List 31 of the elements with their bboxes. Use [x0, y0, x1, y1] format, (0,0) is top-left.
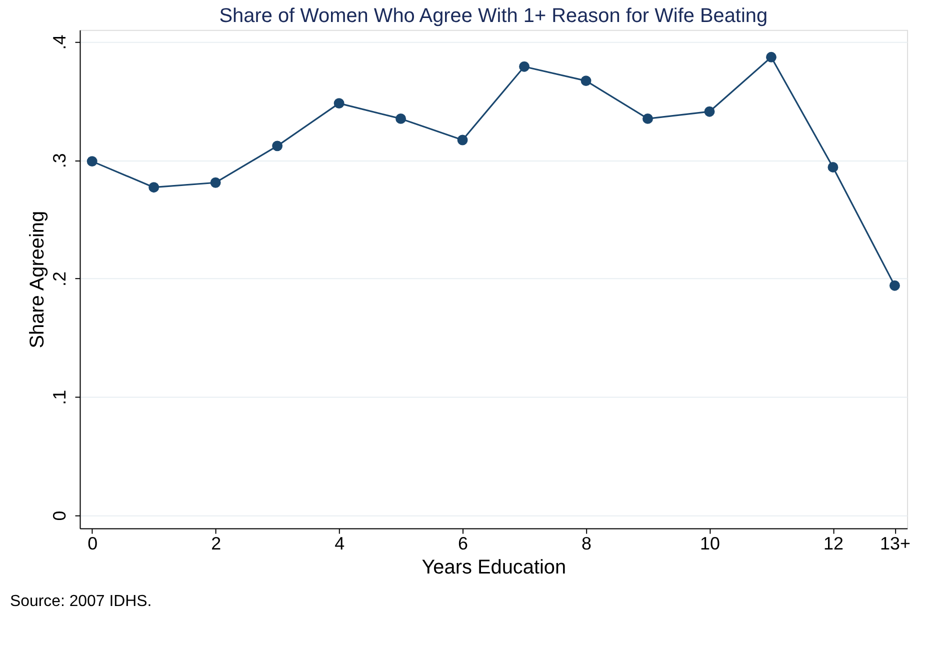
y-tick-label: .1 — [49, 390, 70, 405]
point — [210, 177, 221, 188]
x-tick-label: 2 — [211, 534, 222, 554]
point — [519, 61, 530, 72]
point — [86, 156, 98, 167]
x-tick-label: 10 — [700, 534, 720, 554]
x-tick-label: 6 — [458, 534, 468, 554]
x-axis-title: Years Education — [422, 556, 566, 579]
x-tick-label: 0 — [88, 534, 98, 554]
point — [457, 134, 468, 146]
point — [704, 106, 715, 117]
point — [766, 52, 776, 62]
point — [828, 162, 838, 172]
point — [889, 280, 900, 291]
x-tick-label: 8 — [582, 534, 592, 554]
x-tick-label: 4 — [334, 534, 345, 554]
point — [148, 182, 160, 193]
point — [334, 98, 344, 109]
chart-title: Share of Women Who Agree With 1+ Reason for Wife Beating — [219, 4, 768, 27]
y-tick-label: .3 — [49, 153, 70, 168]
source-note: Source: 2007 IDHS. — [10, 593, 152, 610]
y-tick-label: .4 — [49, 34, 70, 50]
x-tick-label: 13+ — [880, 534, 910, 554]
y-tick-label: 0 — [49, 510, 70, 521]
y-axis-title: Share Agreeing — [26, 210, 48, 348]
x-tick-label: 12 — [823, 534, 844, 554]
y-tick-label: .2 — [49, 272, 70, 286]
point — [642, 113, 653, 124]
point — [272, 140, 283, 152]
point — [580, 76, 592, 86]
point — [396, 113, 406, 124]
